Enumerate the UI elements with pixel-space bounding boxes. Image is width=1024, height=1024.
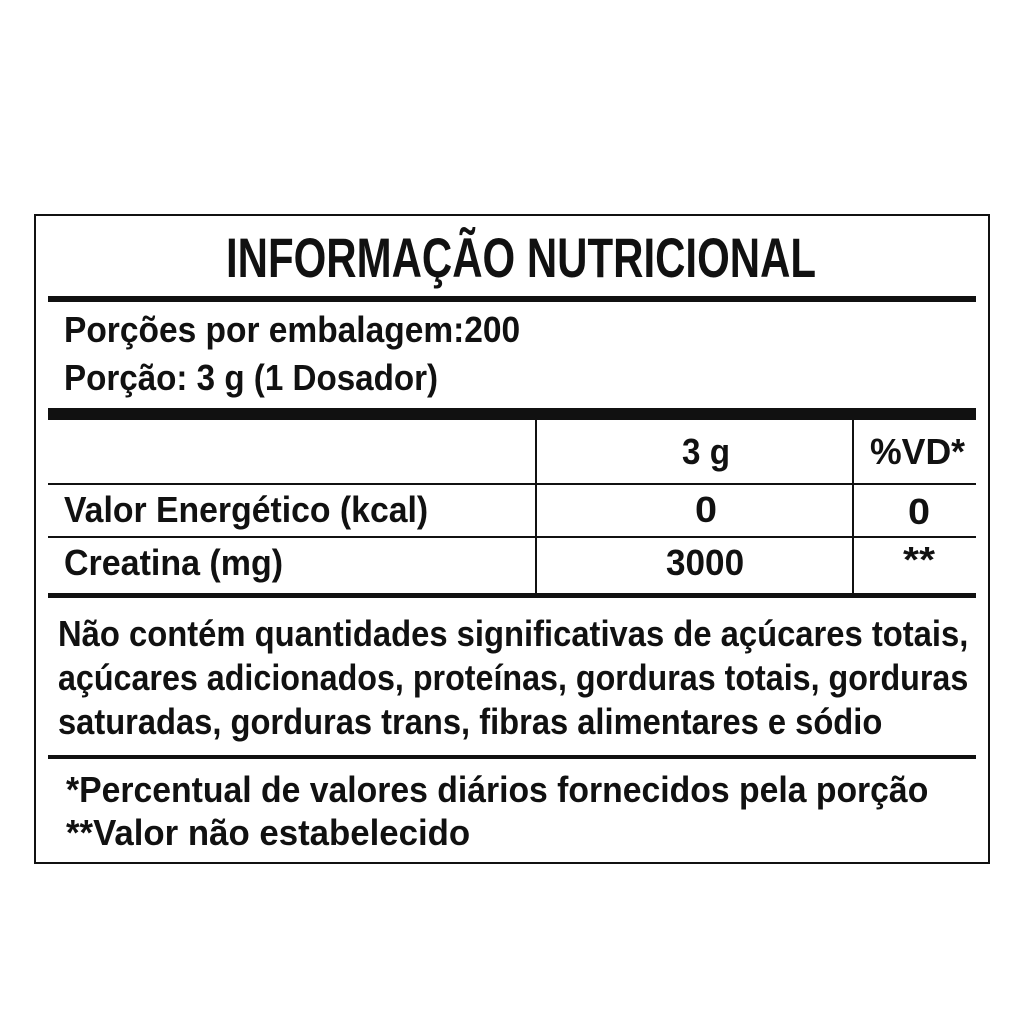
serving-size: Porção: 3 g (1 Dosador) (64, 357, 439, 398)
notes-divider (48, 755, 976, 759)
row-creatine-name: Creatina (mg) (64, 542, 284, 583)
row-creatine-dv: ** (903, 539, 936, 580)
row-energy-dv: 0 (908, 491, 931, 532)
note-line: açúcares adicionados, proteínas, gordura… (58, 657, 969, 698)
servings-divider (48, 408, 976, 420)
row-divider (48, 536, 976, 538)
note-line: Não contém quantidades significativas de… (58, 613, 969, 654)
note-line: saturadas, gorduras trans, fibras alimen… (58, 701, 883, 742)
row-energy-amount: 0 (695, 489, 718, 530)
label-title: INFORMAÇÃO NUTRICIONAL (226, 226, 817, 289)
header-dv: %VD* (870, 431, 966, 472)
header-amount: 3 g (682, 431, 731, 472)
nutrition-label-frame (34, 214, 990, 864)
title-divider (48, 296, 976, 302)
column-divider-2 (852, 420, 854, 594)
row-energy-name: Valor Energético (kcal) (64, 489, 429, 530)
row-divider (48, 483, 976, 485)
row-creatine-amount: 3000 (666, 542, 745, 583)
column-divider-1 (535, 420, 537, 594)
footnote-dv: *Percentual de valores diários fornecido… (66, 769, 929, 810)
servings-per-package: Porções por embalagem:200 (64, 309, 521, 350)
table-bottom-divider (48, 593, 976, 598)
footnote-not-established: **Valor não estabelecido (66, 812, 471, 853)
